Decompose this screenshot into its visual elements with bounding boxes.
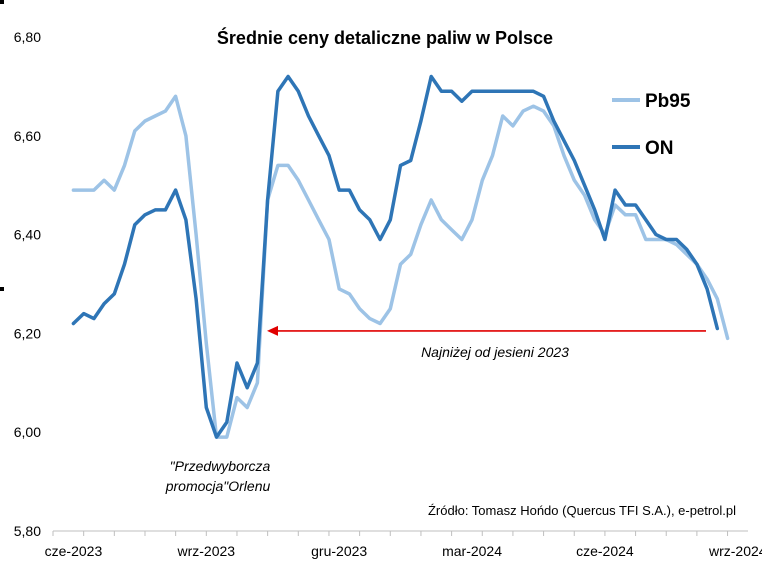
chart-title: Średnie ceny detaliczne paliw w Polsce [217, 27, 553, 48]
series-line-on [71, 74, 720, 439]
x-tick-label: cze-2024 [576, 543, 634, 559]
source-note: Źródło: Tomasz Hońdo (Quercus TFI S.A.),… [428, 503, 736, 518]
x-tick-label: wrz-2023 [177, 543, 236, 559]
x-tick-label: gru-2023 [311, 543, 367, 559]
y-tick-label: 6,80 [14, 29, 41, 45]
x-axis: cze-2023 wrz-2023 gru-2023 mar-2024 cze-2024… [45, 530, 762, 559]
y-tick-label: 6,00 [14, 424, 41, 440]
x-tick-label: cze-2023 [45, 543, 103, 559]
y-axis: 5,80 6,00 6,20 6,40 6,60 6,80 [14, 29, 41, 539]
legend-label-pb95: Pb95 [645, 91, 691, 112]
y-tick-label: 5,80 [14, 523, 41, 539]
arrow-annotation-label: Najniżej od jesieni 2023 [421, 344, 569, 360]
x-tick-label: mar-2024 [442, 543, 502, 559]
y-tick-label: 6,60 [14, 128, 41, 144]
legend-label-on: ON [645, 138, 674, 159]
series-group [71, 74, 730, 439]
legend: Pb95 ON [612, 91, 691, 159]
promo-annotation-line-1: "Przedwyborcza [170, 458, 271, 474]
arrow-head [267, 325, 278, 336]
x-tick-label: wrz-2024 [708, 543, 762, 559]
series-line-pb95 [71, 94, 730, 439]
frame-handle-left [0, 287, 4, 291]
annotations: Najniżej od jesieni 2023 "Przedwyborcza … [165, 325, 736, 518]
frame-handle-top-left [0, 0, 4, 4]
promo-annotation-line-2: promocja"Orlenu [165, 478, 271, 494]
y-tick-label: 6,40 [14, 227, 41, 243]
y-tick-label: 6,20 [14, 325, 41, 341]
